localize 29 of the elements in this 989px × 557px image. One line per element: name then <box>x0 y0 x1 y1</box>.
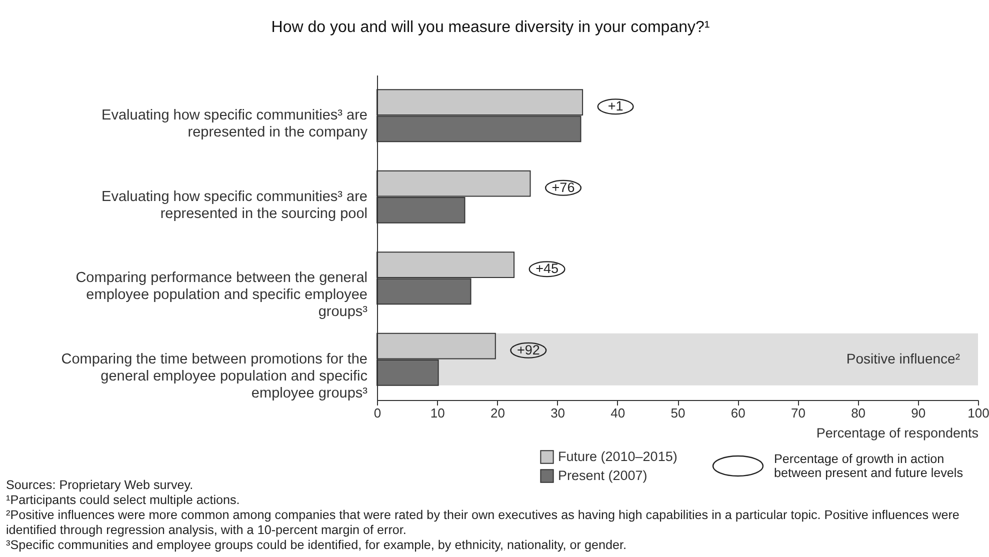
x-tick-label: 100 <box>968 406 989 420</box>
x-tick-label: 60 <box>730 406 746 420</box>
x-tick-label: 90 <box>911 406 926 420</box>
source-note: Sources: Proprietary Web survey. <box>6 478 194 492</box>
x-tick-label: 40 <box>610 406 626 420</box>
legend-label: Present (2007) <box>558 468 648 483</box>
x-axis-title: Percentage of respondents <box>816 426 979 440</box>
y-tick-label: Evaluating how specific communities³ are represented in the sourcing pool <box>102 188 368 222</box>
x-tick-label: 20 <box>490 406 505 420</box>
y-tick-label: Evaluating how specific communities³ are represented in the company <box>102 108 368 141</box>
annotation: +76 <box>552 180 575 195</box>
x-tick-label: 50 <box>670 406 686 420</box>
x-tick-label: 0 <box>374 406 382 420</box>
x-tick-label: 70 <box>790 406 806 420</box>
legend-label: Future (2010–2015) <box>558 449 678 464</box>
text: ²Positive influences were more common among companies that were rated by their own executives as having high capabilities in a particular topic. Positive influences were identified through regression analysis, with a 10-percent margin of error. <box>6 508 960 538</box>
y-tick-label: Comparing performance between the general employee population and specific employee groups³ <box>76 270 368 320</box>
chart-title: How do you and will you measure diversity in your company?¹ <box>271 19 710 36</box>
x-tick-label: 10 <box>430 406 445 420</box>
text: Percentage of growth in action between present and future levels <box>774 452 964 480</box>
annotation: +1 <box>608 98 624 114</box>
y-tick-label: Comparing the time between promotions for the general employee population and specific employee groups³ <box>61 351 368 402</box>
text: ³Specific communities and employee groups could be identified, for example, by ethnicity, nationality, or gender. <box>6 538 628 553</box>
annotation: +45 <box>536 261 558 276</box>
text: ¹Participants could select multiple actions. <box>6 493 241 508</box>
band-label: Positive influence² <box>846 350 960 366</box>
annotation: +92 <box>516 342 540 358</box>
x-tick-label: 30 <box>550 406 566 420</box>
x-tick-label: 80 <box>851 406 866 420</box>
